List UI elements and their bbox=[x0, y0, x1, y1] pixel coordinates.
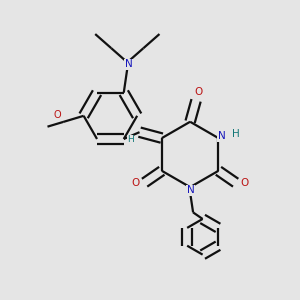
Text: H: H bbox=[232, 129, 240, 139]
Text: N: N bbox=[124, 59, 132, 69]
Text: O: O bbox=[194, 87, 202, 97]
Text: H: H bbox=[127, 135, 134, 144]
Text: O: O bbox=[240, 178, 248, 188]
Text: O: O bbox=[54, 110, 62, 120]
Text: O: O bbox=[131, 178, 140, 188]
Text: N: N bbox=[218, 131, 225, 141]
Text: N: N bbox=[187, 185, 195, 195]
